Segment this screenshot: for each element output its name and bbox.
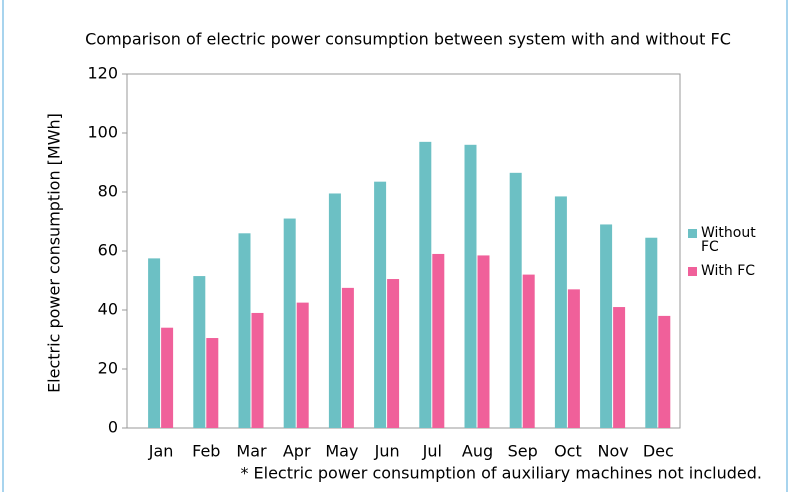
bar: [251, 312, 264, 428]
x-tick-label: Jul: [422, 442, 442, 461]
x-tick-label: Apr: [283, 442, 311, 461]
bar: [328, 193, 341, 428]
bar: [432, 253, 445, 428]
bar: [645, 237, 658, 428]
x-tick-label: Jun: [374, 442, 400, 461]
y-tick-label: 100: [87, 123, 118, 142]
y-tick-label: 20: [98, 359, 118, 378]
bar: [419, 141, 432, 428]
bar: [509, 172, 522, 428]
legend-label: With FC: [701, 263, 756, 279]
bar: [600, 224, 613, 428]
x-tick-label: May: [325, 442, 358, 461]
bar: [374, 181, 387, 428]
legend-label: Without FC: [701, 225, 756, 255]
bar: [554, 196, 567, 428]
chart-title: Comparison of electric power consumption…: [85, 30, 731, 49]
legend-item: Without FC: [688, 226, 778, 254]
legend: Without FC With FC: [688, 226, 778, 288]
y-tick-label: 60: [98, 241, 118, 260]
x-tick-label: Mar: [236, 442, 267, 461]
x-tick-label: Aug: [462, 442, 493, 461]
x-tick-label: Nov: [597, 442, 628, 461]
bar: [464, 144, 477, 429]
y-tick-label: 40: [98, 300, 118, 319]
y-tick-label: 80: [98, 182, 118, 201]
y-tick-label: 0: [108, 418, 118, 437]
bar: [341, 287, 354, 428]
legend-swatch: [688, 229, 697, 238]
bar: [658, 315, 671, 428]
bar: [193, 276, 206, 428]
y-tick-label: 120: [87, 64, 118, 83]
legend-item: With FC: [688, 264, 778, 278]
bar: [161, 327, 174, 428]
x-tick-label: Jan: [148, 442, 174, 461]
bar: [522, 274, 535, 428]
bar: [148, 258, 161, 428]
bar: [206, 338, 219, 428]
footnote: * Electric power consumption of auxiliar…: [240, 464, 762, 483]
x-tick-label: Sep: [508, 442, 538, 461]
bar: [238, 233, 251, 428]
bar: [387, 279, 400, 428]
x-tick-label: Feb: [192, 442, 220, 461]
bar: [477, 255, 490, 428]
bar: [613, 307, 626, 428]
y-axis-label: Electric power consumption [MWh]: [45, 113, 64, 393]
x-tick-label: Dec: [643, 442, 674, 461]
bar: [296, 302, 309, 428]
bar: [283, 218, 296, 428]
legend-swatch: [688, 267, 697, 276]
x-tick-label: Oct: [554, 442, 582, 461]
bar: [567, 289, 580, 428]
